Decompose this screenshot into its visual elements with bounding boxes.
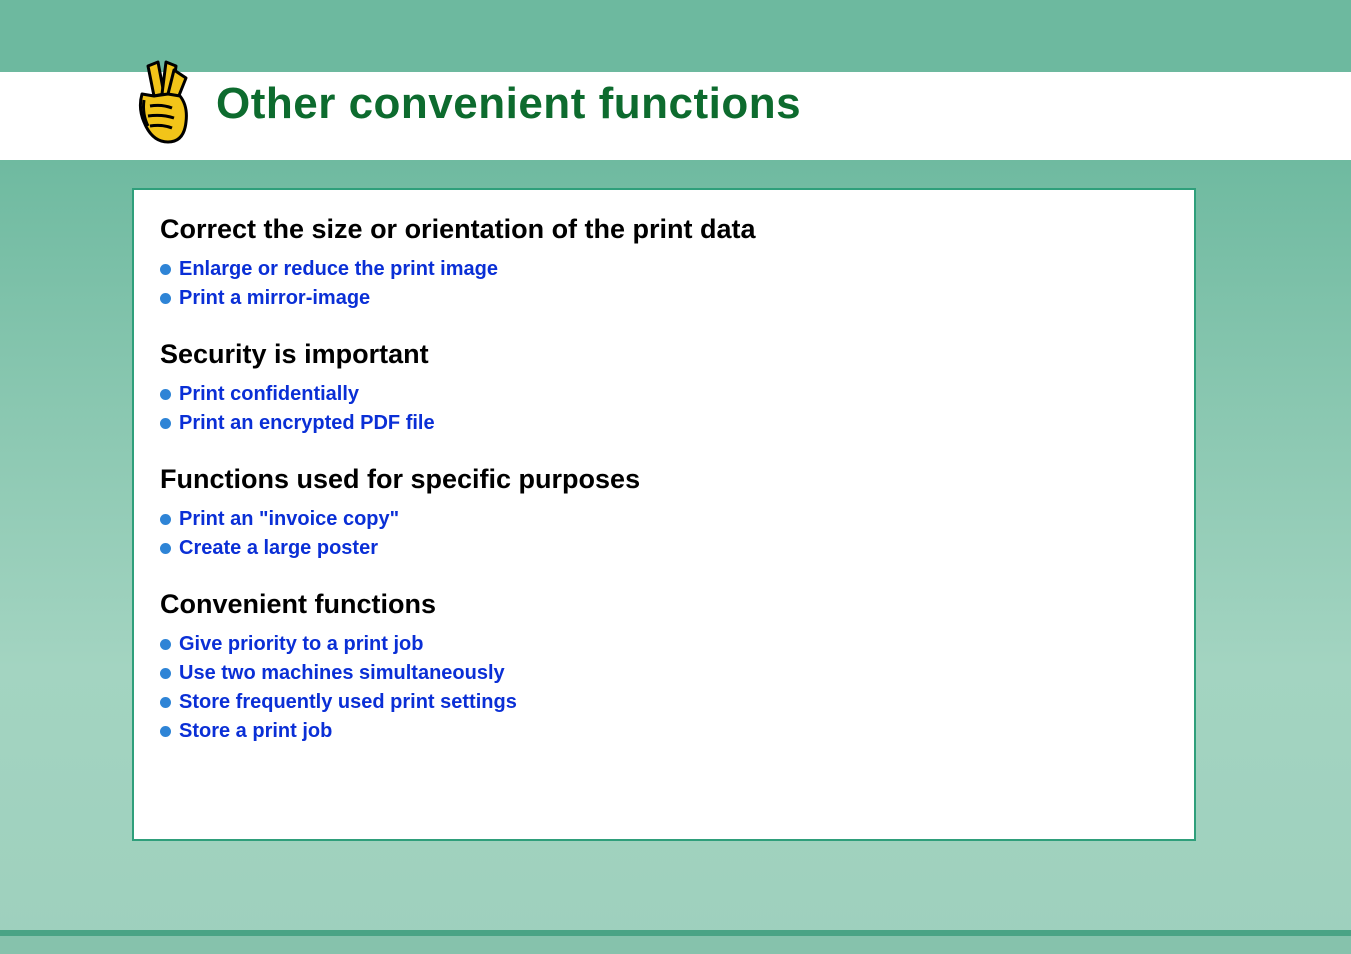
peace-hand-icon [128, 60, 198, 148]
bullet-icon [160, 293, 171, 304]
content-panel: Correct the size or orientation of the p… [132, 188, 1196, 841]
section-convenient: Convenient functions Give priority to a … [160, 589, 1168, 746]
bullet-icon [160, 514, 171, 525]
bullet-icon [160, 389, 171, 400]
link-enlarge-reduce[interactable]: Enlarge or reduce the print image [179, 255, 498, 284]
section-heading: Correct the size or orientation of the p… [160, 214, 1168, 245]
list-item: Use two machines simultaneously [160, 659, 1168, 688]
link-store-print-job[interactable]: Store a print job [179, 717, 332, 746]
section-heading: Security is important [160, 339, 1168, 370]
section-heading: Functions used for specific purposes [160, 464, 1168, 495]
section-specific-purposes: Functions used for specific purposes Pri… [160, 464, 1168, 563]
list-item: Store a print job [160, 717, 1168, 746]
bullet-icon [160, 668, 171, 679]
section-security: Security is important Print confidential… [160, 339, 1168, 438]
list-item: Print an "invoice copy" [160, 505, 1168, 534]
list-item: Print an encrypted PDF file [160, 409, 1168, 438]
list-item: Create a large poster [160, 534, 1168, 563]
link-two-machines[interactable]: Use two machines simultaneously [179, 659, 505, 688]
link-priority-print-job[interactable]: Give priority to a print job [179, 630, 423, 659]
link-encrypted-pdf[interactable]: Print an encrypted PDF file [179, 409, 435, 438]
link-list: Enlarge or reduce the print image Print … [160, 255, 1168, 313]
list-item: Give priority to a print job [160, 630, 1168, 659]
link-store-settings[interactable]: Store frequently used print settings [179, 688, 517, 717]
link-print-confidentially[interactable]: Print confidentially [179, 380, 359, 409]
bullet-icon [160, 418, 171, 429]
list-item: Print a mirror-image [160, 284, 1168, 313]
page-title-wrap: Other convenient functions [128, 60, 801, 148]
link-list: Give priority to a print job Use two mac… [160, 630, 1168, 746]
bullet-icon [160, 726, 171, 737]
list-item: Print confidentially [160, 380, 1168, 409]
bullet-icon [160, 697, 171, 708]
bullet-icon [160, 264, 171, 275]
link-list: Print confidentially Print an encrypted … [160, 380, 1168, 438]
bullet-icon [160, 543, 171, 554]
page-title: Other convenient functions [216, 79, 801, 129]
section-size-orientation: Correct the size or orientation of the p… [160, 214, 1168, 313]
footer-stripe-light [0, 936, 1351, 954]
link-mirror-image[interactable]: Print a mirror-image [179, 284, 370, 313]
footer-stripe-dark [0, 930, 1351, 936]
section-heading: Convenient functions [160, 589, 1168, 620]
link-large-poster[interactable]: Create a large poster [179, 534, 378, 563]
list-item: Store frequently used print settings [160, 688, 1168, 717]
link-list: Print an "invoice copy" Create a large p… [160, 505, 1168, 563]
list-item: Enlarge or reduce the print image [160, 255, 1168, 284]
bullet-icon [160, 639, 171, 650]
link-invoice-copy[interactable]: Print an "invoice copy" [179, 505, 399, 534]
